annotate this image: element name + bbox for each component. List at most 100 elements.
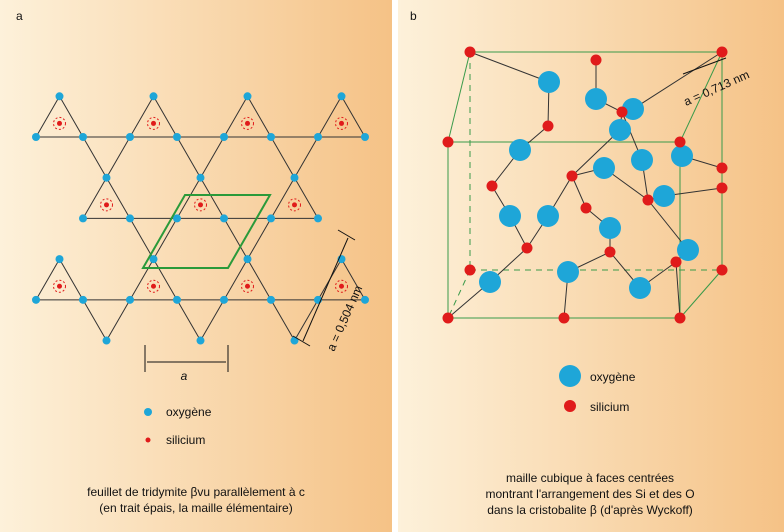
triangle: [82, 176, 131, 219]
triangle: [82, 299, 131, 342]
silicon-halo: [194, 198, 207, 212]
silicon-atom: [521, 242, 533, 254]
caption-line: (en trait épais, la maille élémentaire): [99, 501, 292, 515]
panel-label: b: [410, 9, 417, 23]
silicon-atom: [674, 136, 686, 148]
oxygen-atom: [220, 295, 228, 304]
triangle: [270, 299, 319, 342]
silicon-atom: [442, 312, 454, 324]
silicon-atom: [464, 264, 476, 276]
panel-a-background: [0, 0, 392, 532]
triangle: [176, 136, 225, 179]
oxygen-atom: [631, 149, 653, 171]
oxygen-atom: [196, 336, 205, 345]
silicon-halo: [335, 279, 348, 293]
silicon-atom: [57, 283, 62, 289]
oxygen-atom: [32, 133, 40, 141]
oxygen-atom: [267, 295, 275, 304]
legend-silicon-dot: [145, 437, 151, 443]
oxygen-atom: [609, 119, 631, 141]
oxygen-atom: [55, 92, 64, 101]
oxygen-atom: [538, 71, 560, 93]
unit-cell: [141, 194, 272, 269]
oxygen-atom: [126, 214, 134, 223]
silicon-atom: [716, 264, 728, 276]
oxygen-atom: [585, 88, 607, 110]
oxygen-atom: [361, 133, 369, 141]
triangle: [223, 95, 272, 138]
silicon-halo: [147, 116, 160, 130]
oxygen-atom: [314, 214, 322, 223]
oxygen-atom: [196, 173, 205, 182]
legend-label: oxygène: [166, 405, 212, 419]
oxygen-atom: [126, 295, 134, 304]
oxygen-atom: [243, 255, 252, 264]
oxygen-atom: [671, 145, 693, 167]
bond: [675, 261, 681, 319]
oxygen-atom: [599, 217, 621, 239]
triangle: [223, 258, 272, 301]
oxygen-atom: [173, 133, 181, 141]
cube-edge: [447, 51, 471, 143]
oxygen-atom: [314, 133, 322, 141]
silicon-atom: [104, 202, 109, 208]
triangle: [176, 176, 225, 219]
oxygen-atom: [102, 336, 111, 345]
triangle: [270, 136, 319, 179]
triangle: [129, 258, 178, 301]
triangle: [35, 95, 84, 138]
oxygen-atom: [79, 214, 87, 223]
triangle: [129, 95, 178, 138]
oxygen-atom: [677, 239, 699, 261]
silicon-atom: [716, 46, 728, 58]
dimension-lines: [144, 229, 356, 372]
oxygen-atom: [537, 205, 559, 227]
silicon-atom: [716, 182, 728, 194]
oxygen-atom: [32, 295, 40, 304]
oxygen-atom: [267, 133, 275, 141]
dim-arrow: [302, 237, 349, 342]
silicon-atom: [292, 202, 297, 208]
silicon-atom: [151, 283, 156, 289]
silicon-atom: [716, 162, 728, 174]
silicon-halo: [100, 198, 113, 212]
silicon-atom: [198, 202, 203, 208]
silicon-atom: [57, 120, 62, 126]
oxygen-atom: [290, 336, 299, 345]
oxygen-atom: [243, 92, 252, 101]
legend-oxygen-dot: [559, 365, 581, 387]
silicon-atom: [670, 256, 682, 268]
triangle: [82, 136, 131, 179]
silicon-halo: [147, 279, 160, 293]
triangle: [129, 217, 178, 261]
caption-line: dans la cristobalite β (d'après Wyckoff): [487, 503, 693, 517]
silicon-atom: [642, 194, 654, 206]
triangle: [317, 95, 366, 138]
silicon-atom: [464, 46, 476, 58]
oxygen-atom: [629, 277, 651, 299]
oxygen-atom: [55, 255, 64, 264]
oxygen-atom: [79, 295, 87, 304]
silicon-halo: [53, 116, 66, 130]
cube-edge: [679, 269, 723, 319]
oxygen-atom: [337, 92, 346, 101]
oxygen-atom: [479, 271, 501, 293]
silicon-atom: [580, 202, 592, 214]
oxygen-atom: [557, 261, 579, 283]
silicon-halo: [241, 279, 254, 293]
silicon-atom: [674, 312, 686, 324]
caption-line: maille cubique à faces centrées: [506, 471, 674, 485]
oxygen-atom: [509, 139, 531, 161]
cube-hidden-edge: [447, 269, 471, 319]
oxygen-atom: [149, 92, 158, 101]
legend-oxygen-dot: [144, 408, 152, 416]
silicon-atom: [486, 180, 498, 192]
silicon-atom: [542, 120, 554, 132]
oxygen-atom: [593, 157, 615, 179]
oxygen-atom: [220, 214, 228, 223]
triangle: [176, 299, 225, 342]
triangle: [35, 258, 84, 301]
tridymite-sheet: [32, 92, 369, 345]
